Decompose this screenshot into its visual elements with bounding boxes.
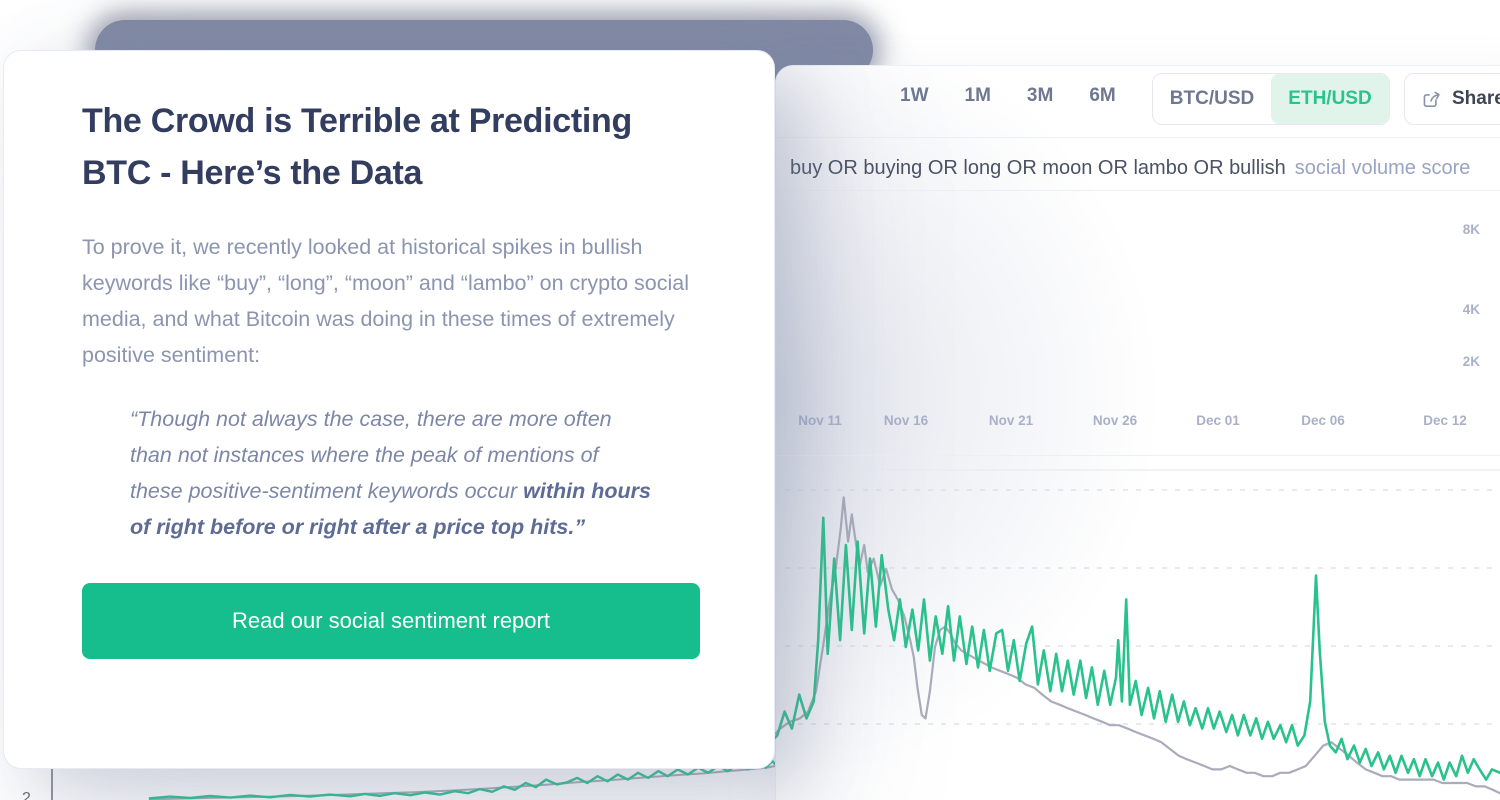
divider [776,455,1500,456]
share-button[interactable]: Share [1404,73,1500,125]
pair-option-btcusd[interactable]: BTC/USD [1169,88,1255,109]
x-axis-tick-label: Nov 11 [798,413,842,428]
y-axis-tick-label: 4K [1462,302,1480,317]
price-vs-sentiment-line-chart [775,469,1500,795]
x-axis-tick-label: Nov 16 [883,413,929,428]
share-icon [1423,91,1440,107]
page-title: The Crowd is Terrible at Predicting BTC … [82,102,632,192]
x-axis-tick-label: Dec 12 [1423,413,1467,428]
chart-window [775,65,1500,800]
x-axis-tick-label: Dec 01 [1196,413,1240,428]
mini-chart-axis-line [51,768,53,800]
x-axis-tick-label: Dec 06 [1301,413,1345,428]
timeframe-selector: 1W 1M 3M 6M [900,85,1116,107]
timeframe-3m[interactable]: 3M [1026,85,1054,106]
timeframe-1m[interactable]: 1M [964,85,991,106]
x-axis-tick-label: Nov 21 [988,413,1034,428]
timeframe-1w[interactable]: 1W [900,85,929,106]
query-row: buy OR buying OR long OR moon OR lambo O… [790,157,1470,180]
pair-option-ethusd[interactable]: ETH/USD [1271,74,1389,124]
y-axis-tick-label: 2K [1462,354,1480,369]
line-series-green [775,496,1500,795]
line-series-gray [775,516,1500,781]
metric-label: social volume score [1294,157,1471,179]
x-axis-tick-label: Nov 26 [1092,413,1138,428]
read-report-button[interactable]: Read our social sentiment report [82,583,700,659]
share-button-label: Share [1452,88,1500,109]
search-query-text: buy OR buying OR long OR moon OR lambo O… [790,157,1286,179]
y-axis-tick-label: 8K [1462,222,1480,237]
intro-paragraph: To prove it, we recently looked at histo… [82,235,690,367]
divider [776,190,1500,191]
pair-toggle: BTC/USD ETH/USD [1152,73,1390,125]
content-card: The Crowd is Terrible at Predicting BTC … [3,50,775,769]
quote: “Though not always the case, there are m… [130,407,651,539]
line-series-gray [148,759,777,800]
mini-chart-axis-label: 2 [22,790,31,800]
divider [776,137,1500,138]
timeframe-6m[interactable]: 6M [1089,85,1116,106]
background-price-chart [148,759,777,800]
